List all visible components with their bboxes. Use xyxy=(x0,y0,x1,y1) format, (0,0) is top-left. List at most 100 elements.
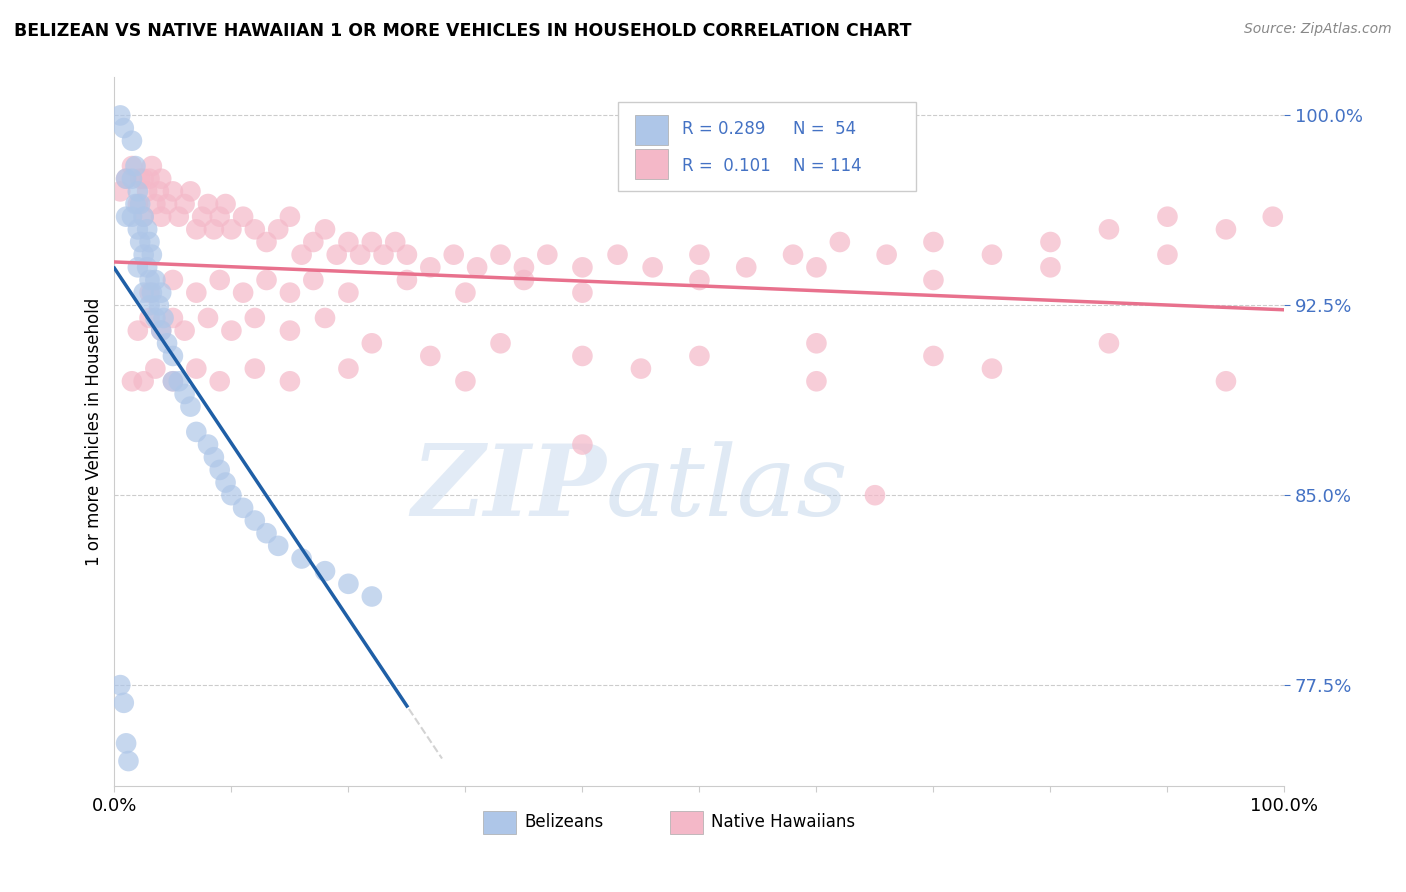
Point xyxy=(221,324,243,338)
Point xyxy=(136,185,159,199)
Point xyxy=(735,260,758,275)
Point xyxy=(278,324,301,338)
Point xyxy=(278,210,301,224)
Point xyxy=(1156,248,1178,262)
Point xyxy=(162,185,184,199)
Point xyxy=(325,248,347,262)
Point xyxy=(1261,210,1284,224)
Point xyxy=(349,248,371,262)
Point xyxy=(162,310,184,325)
Point xyxy=(1039,235,1062,249)
Point xyxy=(243,222,266,236)
Point xyxy=(115,171,138,186)
Text: R = 0.289: R = 0.289 xyxy=(682,120,765,138)
Point xyxy=(278,374,301,388)
Y-axis label: 1 or more Vehicles in Household: 1 or more Vehicles in Household xyxy=(86,298,103,566)
Point xyxy=(162,374,184,388)
Point xyxy=(221,222,243,236)
Point xyxy=(129,235,152,249)
Point xyxy=(314,310,336,325)
Point xyxy=(688,273,710,287)
Point xyxy=(173,197,195,211)
Point xyxy=(115,171,138,186)
Text: Belizeans: Belizeans xyxy=(524,813,603,830)
Point xyxy=(1098,336,1121,351)
Point xyxy=(208,463,231,477)
Point xyxy=(806,260,828,275)
Point xyxy=(360,336,382,351)
Point xyxy=(138,298,160,312)
Point xyxy=(465,260,488,275)
Point xyxy=(162,374,184,388)
Point xyxy=(981,248,1004,262)
Point xyxy=(186,361,208,376)
Point xyxy=(606,248,628,262)
Point xyxy=(138,235,160,249)
Point xyxy=(136,222,159,236)
Point xyxy=(150,171,173,186)
Point xyxy=(337,235,360,249)
Point xyxy=(536,248,558,262)
Bar xyxy=(636,115,668,145)
Point xyxy=(571,285,593,300)
Point xyxy=(267,539,290,553)
Text: R =  0.101: R = 0.101 xyxy=(682,157,770,175)
Point xyxy=(156,336,179,351)
Text: Source: ZipAtlas.com: Source: ZipAtlas.com xyxy=(1244,22,1392,37)
Point xyxy=(1098,222,1121,236)
Text: N =  54: N = 54 xyxy=(793,120,856,138)
Point xyxy=(489,336,512,351)
Point xyxy=(148,185,170,199)
Point xyxy=(443,248,465,262)
Point xyxy=(489,248,512,262)
Point xyxy=(863,488,886,502)
Point xyxy=(132,210,155,224)
Point xyxy=(214,197,236,211)
Point xyxy=(191,210,214,224)
Point xyxy=(1156,210,1178,224)
Point xyxy=(141,285,163,300)
Point xyxy=(278,285,301,300)
Point xyxy=(337,577,360,591)
Point xyxy=(981,361,1004,376)
Point xyxy=(291,551,314,566)
Point xyxy=(143,361,166,376)
Point xyxy=(267,222,290,236)
Point xyxy=(1215,374,1237,388)
Point xyxy=(202,222,225,236)
Point xyxy=(208,374,231,388)
Point xyxy=(173,387,195,401)
Point xyxy=(782,248,804,262)
FancyBboxPatch shape xyxy=(617,103,915,191)
Point xyxy=(197,437,219,451)
Point xyxy=(314,222,336,236)
Point xyxy=(124,159,146,173)
Point xyxy=(167,374,190,388)
Point xyxy=(197,197,219,211)
Point xyxy=(630,361,652,376)
Point xyxy=(256,273,278,287)
Point xyxy=(121,374,143,388)
Point xyxy=(143,273,166,287)
Point xyxy=(373,248,395,262)
Point xyxy=(152,310,174,325)
Point xyxy=(1215,222,1237,236)
Point xyxy=(138,171,160,186)
Point xyxy=(143,310,166,325)
Point xyxy=(112,121,135,136)
Point xyxy=(302,273,325,287)
Point xyxy=(454,374,477,388)
Point xyxy=(124,197,146,211)
Point xyxy=(110,108,132,122)
Point xyxy=(141,159,163,173)
Point xyxy=(138,285,160,300)
Point xyxy=(395,248,418,262)
Point xyxy=(221,488,243,502)
Point xyxy=(162,273,184,287)
Text: BELIZEAN VS NATIVE HAWAIIAN 1 OR MORE VEHICLES IN HOUSEHOLD CORRELATION CHART: BELIZEAN VS NATIVE HAWAIIAN 1 OR MORE VE… xyxy=(14,22,911,40)
Point xyxy=(127,197,149,211)
Point xyxy=(922,235,945,249)
Point xyxy=(110,678,132,692)
Point xyxy=(148,298,170,312)
Point xyxy=(395,273,418,287)
